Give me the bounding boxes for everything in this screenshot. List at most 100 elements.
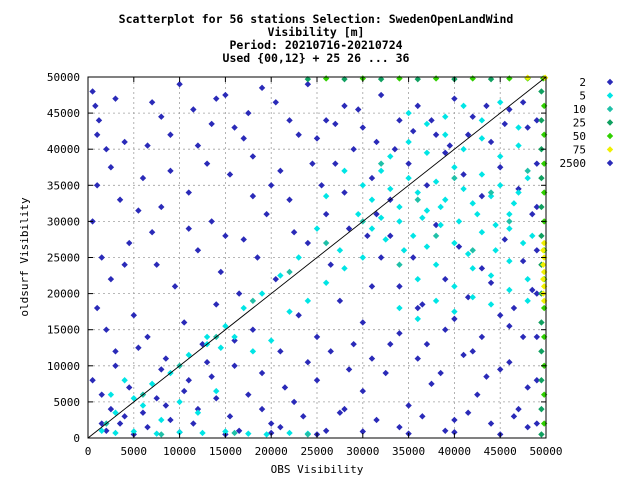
data-point	[451, 429, 458, 436]
data-point	[180, 387, 188, 395]
data-point	[167, 416, 174, 424]
data-point	[478, 333, 486, 341]
data-point	[387, 340, 394, 348]
data-point	[497, 312, 504, 319]
data-point	[359, 124, 366, 131]
data-point	[515, 189, 522, 196]
data-point	[208, 120, 215, 128]
data-point	[327, 348, 334, 355]
data-point	[208, 373, 215, 380]
data-point	[112, 95, 119, 102]
data-point	[382, 236, 389, 243]
data-point	[451, 239, 458, 247]
data-point	[245, 109, 252, 117]
data-point	[377, 75, 385, 83]
data-point	[107, 405, 115, 413]
data-point	[107, 275, 115, 283]
data-point	[469, 265, 476, 272]
data-point	[442, 427, 449, 434]
data-point	[93, 182, 101, 189]
data-point	[203, 333, 211, 341]
y-tick-label: 20000	[47, 288, 80, 301]
data-point	[295, 312, 302, 319]
data-point	[144, 142, 151, 149]
legend-label: 50	[573, 130, 586, 143]
data-point	[263, 210, 270, 218]
data-point	[103, 146, 110, 153]
data-point	[540, 247, 547, 254]
data-point	[336, 297, 344, 305]
data-point	[533, 333, 541, 341]
data-point	[300, 413, 307, 420]
data-point	[249, 153, 257, 160]
data-point	[377, 167, 385, 175]
data-point	[304, 297, 312, 305]
data-point	[176, 429, 183, 436]
data-point	[98, 427, 105, 434]
data-point	[437, 369, 444, 377]
data-point	[506, 286, 513, 294]
data-point	[153, 261, 160, 268]
chart-title-line-1: Scatterplot for 56 stations Selection: S…	[119, 12, 514, 26]
data-point	[396, 218, 403, 225]
data-point	[272, 275, 279, 283]
data-point	[185, 189, 192, 196]
data-point	[190, 106, 197, 113]
data-point	[121, 377, 128, 384]
data-point	[483, 373, 490, 380]
data-point	[515, 124, 522, 131]
legend-marker	[606, 119, 614, 126]
data-point	[396, 117, 403, 124]
data-point	[492, 247, 499, 254]
legend-marker	[606, 105, 614, 113]
data-point	[464, 294, 472, 301]
data-point	[322, 279, 330, 286]
data-point	[148, 99, 156, 106]
data-point	[162, 355, 170, 362]
data-point	[419, 413, 426, 420]
data-point	[341, 75, 348, 83]
data-point	[524, 275, 531, 283]
data-point	[171, 283, 179, 290]
y-tick-label: 0	[73, 432, 80, 445]
legend-label: 2	[579, 76, 586, 89]
data-point	[98, 254, 105, 261]
data-point	[432, 131, 440, 138]
data-point	[304, 81, 312, 88]
data-point	[538, 203, 545, 211]
data-point	[327, 261, 334, 268]
data-point	[478, 192, 486, 200]
data-point	[180, 319, 188, 326]
y-tick-label: 50000	[47, 71, 80, 84]
data-point	[368, 283, 376, 290]
data-point	[373, 138, 380, 146]
data-point	[487, 189, 495, 196]
data-point	[501, 236, 508, 243]
data-point	[286, 117, 293, 124]
data-point	[506, 106, 513, 113]
data-point	[318, 182, 325, 189]
data-point	[540, 275, 547, 283]
data-point	[469, 294, 476, 301]
data-point	[414, 304, 421, 312]
data-point	[249, 326, 257, 333]
data-point	[428, 117, 435, 124]
data-point	[469, 348, 476, 355]
data-point	[322, 427, 330, 434]
data-point	[437, 203, 444, 211]
data-point	[304, 239, 312, 247]
y-tick-label: 25000	[47, 252, 80, 265]
data-point	[396, 423, 403, 431]
data-point	[130, 395, 137, 402]
data-point	[400, 247, 408, 254]
data-point	[194, 142, 202, 149]
data-point	[446, 142, 454, 149]
data-point	[423, 182, 431, 189]
data-point	[510, 413, 518, 420]
data-point	[190, 420, 197, 427]
data-point	[533, 420, 541, 427]
data-point	[112, 409, 119, 416]
data-point	[295, 254, 302, 261]
data-point	[455, 243, 463, 250]
x-tick-label: 40000	[438, 445, 471, 458]
